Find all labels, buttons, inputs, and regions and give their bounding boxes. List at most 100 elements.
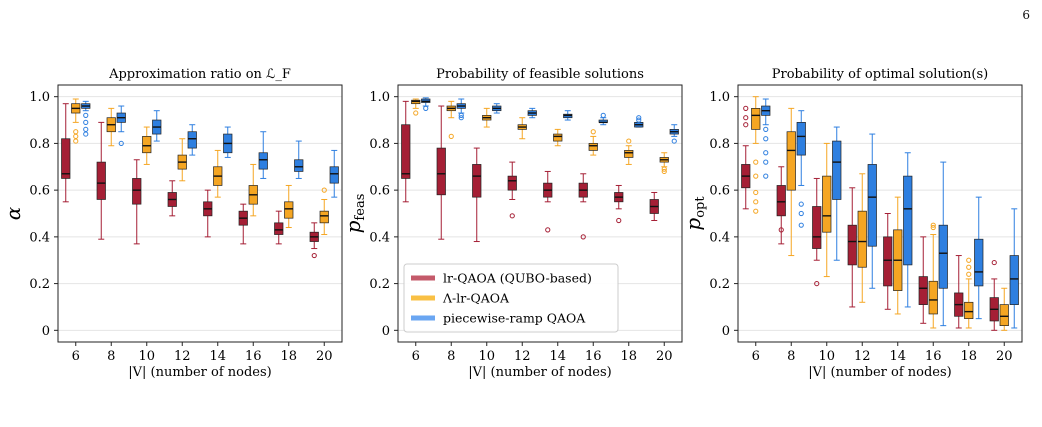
box-body — [472, 164, 482, 198]
outlier-point — [753, 199, 759, 205]
outlier-point — [753, 189, 759, 196]
outlier-point — [509, 213, 515, 219]
chart-panel-2: 0 0.2 0.4 0.6 0.8 1.0 6 8 10 12 14 16 18 20 Probabilit… — [341, 67, 683, 380]
chart-title: Probability of optimal solution(s) — [772, 67, 988, 82]
y-axis-label: popt — [681, 196, 708, 231]
box-3-18 — [294, 140, 304, 179]
box-3-20 — [1009, 208, 1019, 329]
outlier-point — [73, 138, 79, 144]
box-body — [883, 236, 893, 287]
x-tick-label: 18 — [620, 349, 637, 364]
x-tick-label: 6 — [72, 349, 80, 364]
box-body — [274, 222, 284, 235]
y-tick-label: 0.8 — [369, 137, 390, 152]
outlier-point — [413, 110, 419, 116]
x-tick-label: 8 — [447, 349, 455, 364]
y-axis-label: pfeas — [341, 194, 368, 234]
box-2-10 — [482, 107, 492, 128]
box-body — [142, 136, 152, 154]
box-1-10 — [812, 177, 822, 287]
x-axis-label: |V| (number of nodes) — [128, 365, 272, 380]
box-3-10 — [492, 103, 502, 114]
box-3-16 — [258, 131, 268, 179]
x-tick-label: 14 — [889, 349, 906, 364]
y-tick-label: 1.0 — [369, 90, 390, 105]
outlier-point — [580, 234, 586, 240]
box-body — [436, 147, 446, 196]
y-tick-label: 0.2 — [369, 277, 390, 292]
outlier-point — [448, 133, 454, 139]
outlier-point — [763, 136, 769, 142]
outlier-point — [753, 159, 759, 165]
chart-title: Probability of feasible solutions — [436, 67, 644, 82]
box-body — [1009, 255, 1019, 305]
y-tick-label: 0.4 — [29, 230, 50, 245]
outlier-point — [778, 227, 784, 233]
box-1-16 — [918, 236, 928, 324]
box-1-20 — [989, 259, 999, 331]
x-tick-label: 10 — [478, 349, 495, 364]
box-body — [903, 175, 913, 266]
outlier-point — [636, 117, 642, 123]
x-tick-label: 6 — [752, 349, 760, 364]
y-tick-label: 0.4 — [369, 230, 390, 245]
outlier-point — [626, 138, 632, 144]
outlier-point — [743, 122, 749, 128]
box-body — [553, 133, 563, 142]
box-body — [588, 143, 598, 151]
y-tick-label: 1.0 — [709, 90, 730, 105]
box-1-20 — [649, 191, 659, 222]
outlier-point — [966, 264, 972, 270]
box-3-12 — [527, 107, 537, 119]
box-3-18 — [974, 196, 984, 320]
outlier-point — [763, 126, 769, 132]
outlier-point — [661, 168, 667, 175]
x-axis-label: |V| (number of nodes) — [808, 365, 952, 380]
box-body — [812, 206, 822, 249]
outlier-point — [930, 224, 936, 231]
box-2-14 — [553, 128, 563, 147]
box-3-8 — [796, 110, 806, 228]
x-tick-label: 12 — [514, 349, 531, 364]
box-body — [294, 159, 304, 172]
x-tick-label: 12 — [174, 349, 191, 364]
box-body — [751, 108, 761, 130]
box-3-18 — [634, 115, 644, 128]
outlier-point — [966, 257, 972, 263]
box-2-8 — [446, 100, 456, 139]
y-tick-label: 0 — [382, 324, 390, 339]
outlier-point — [321, 187, 327, 193]
box-2-16 — [588, 129, 598, 156]
y-tick-label: 0.8 — [29, 137, 50, 152]
box-3-8 — [116, 105, 126, 147]
box-3-20 — [329, 149, 339, 198]
box-2-8 — [106, 107, 116, 147]
box-3-14 — [563, 110, 573, 121]
y-tick-label: 0.2 — [29, 277, 50, 292]
box-body — [319, 210, 329, 224]
box-body — [507, 175, 517, 191]
legend-frame — [403, 263, 619, 333]
outlier-point — [763, 150, 769, 156]
outlier-point — [798, 210, 804, 217]
box-3-6 — [761, 98, 771, 179]
plot-frame — [57, 84, 343, 343]
outlier-point — [458, 115, 464, 121]
box-3-10 — [152, 110, 162, 142]
x-tick-label: 10 — [138, 349, 155, 364]
box-1-14 — [543, 170, 553, 233]
plot-frame — [737, 84, 1023, 343]
box-3-6 — [81, 100, 91, 137]
chart-panel-1: 0 0.2 0.4 0.6 0.8 1.0 6 8 10 12 14 16 18 20 Approximat… — [1, 67, 343, 380]
box-3-16 — [938, 161, 948, 327]
x-tick-label: 14 — [549, 349, 566, 364]
y-tick-label: 0.6 — [369, 184, 390, 199]
box-body — [786, 131, 796, 191]
outlier-point — [458, 112, 464, 118]
legend-entry: piecewise-ramp QAOA — [443, 311, 586, 326]
box-3-14 — [903, 152, 913, 308]
box-3-10 — [832, 126, 842, 261]
outlier-point — [83, 119, 89, 125]
box-body — [61, 138, 71, 179]
box-1-16 — [238, 203, 248, 245]
